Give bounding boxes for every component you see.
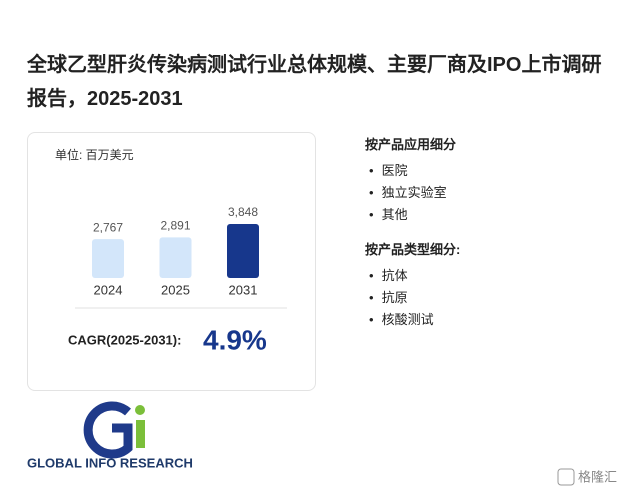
- bar: [92, 239, 124, 278]
- logo-i: [136, 420, 145, 448]
- cagr-label: CAGR(2025-2031):: [68, 332, 181, 347]
- segment-item: 其他: [369, 207, 615, 223]
- x-tick-label: 2025: [161, 282, 190, 297]
- x-tick-label: 2024: [94, 282, 123, 297]
- segments: 按产品应用细分医院独立实验室其他按产品类型细分: 抗体抗原核酸测试: [365, 132, 615, 334]
- chart-card: [27, 132, 316, 391]
- watermark: 格隆汇: [578, 469, 617, 484]
- cagr-value: 4.9%: [203, 324, 267, 355]
- segment-item: 抗体: [369, 268, 615, 284]
- logo-g: [83, 401, 133, 459]
- x-tick-label: 2031: [229, 282, 258, 297]
- bar: [159, 237, 192, 278]
- segment-item: 医院: [369, 163, 615, 179]
- unit-label: 单位: 百万美元: [55, 147, 134, 162]
- title: 全球乙型肝炎传染病测试行业总体规模、主要厂商及IPO上市调研报告，2025-20…: [27, 54, 602, 110]
- watermark-icon: [557, 468, 575, 486]
- logo-text: GLOBAL INFO RESEARCH: [27, 455, 193, 470]
- logo-emblem: [83, 401, 145, 459]
- segment-item: 独立实验室: [369, 185, 615, 201]
- value-label: 2,767: [93, 220, 123, 234]
- value-label: 2,891: [160, 219, 190, 233]
- logo-dot: [135, 405, 145, 415]
- segment-item: 核酸测试: [369, 312, 615, 328]
- segment-item: 抗原: [369, 290, 615, 306]
- segment-title: 按产品类型细分:: [365, 242, 461, 257]
- value-label: 3,848: [228, 205, 258, 219]
- bar: [227, 224, 259, 278]
- segment-title: 按产品应用细分: [365, 137, 457, 152]
